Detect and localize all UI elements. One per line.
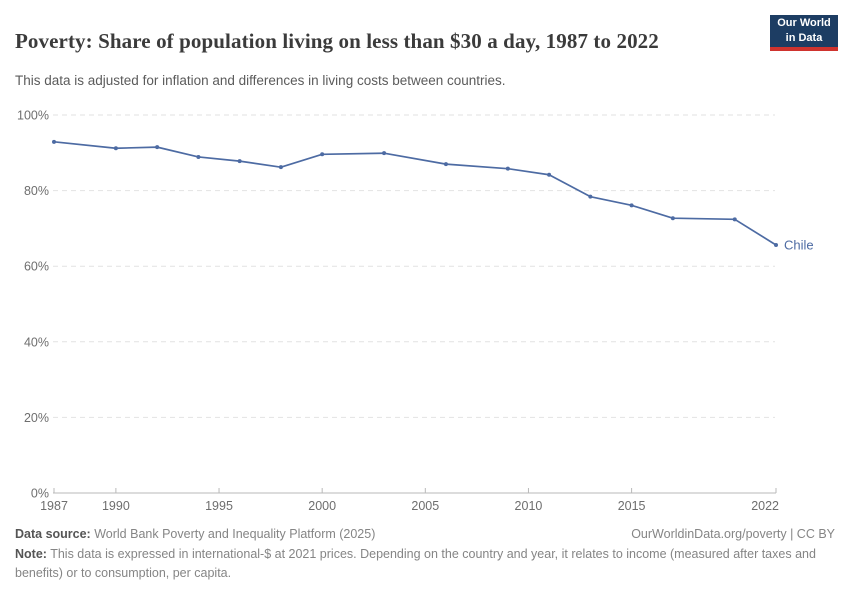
y-tick-label: 20% — [24, 411, 49, 425]
y-tick-label: 80% — [24, 184, 49, 198]
footnote: Note: This data is expressed in internat… — [15, 545, 821, 583]
x-tick-label: 1990 — [102, 499, 130, 513]
owid-logo[interactable]: Our World in Data — [770, 15, 838, 51]
y-tick-label: 60% — [24, 260, 49, 274]
chart-subtitle: This data is adjusted for inflation and … — [15, 73, 506, 88]
y-tick-label: 40% — [24, 335, 49, 349]
x-tick-label: 2010 — [515, 499, 543, 513]
x-tick-label: 2022 — [751, 499, 779, 513]
owid-logo-line1: Our World — [777, 17, 831, 30]
owid-logo-line2: in Data — [785, 32, 823, 44]
data-point-marker[interactable] — [547, 172, 552, 177]
page-title: Poverty: Share of population living on l… — [15, 29, 659, 54]
series-line[interactable] — [53, 140, 777, 246]
data-point-marker[interactable] — [237, 159, 242, 164]
data-point-marker[interactable] — [443, 162, 448, 167]
data-point-marker[interactable] — [320, 152, 325, 157]
owid-url-link[interactable]: OurWorldinData.org/poverty | CC BY — [631, 527, 835, 541]
data-point-marker[interactable] — [196, 154, 201, 159]
line-chart: 0% 20% 40% 60% 80% 100% 1987 1990 1995 2000 2005 20… — [17, 109, 814, 514]
data-point-marker[interactable] — [113, 146, 118, 151]
data-point-marker[interactable] — [629, 203, 634, 208]
data-point-marker[interactable] — [588, 194, 593, 199]
data-point-marker[interactable] — [732, 217, 737, 222]
x-tick-label: 1995 — [205, 499, 233, 513]
x-tick-label: 2000 — [308, 499, 336, 513]
data-source-label: Data source: — [15, 527, 91, 541]
data-point-marker[interactable] — [505, 166, 510, 171]
chart-area: 0% 20% 40% 60% 80% 100% 1987 1990 1995 2000 2005 20… — [0, 100, 850, 525]
data-point-marker[interactable] — [52, 139, 56, 144]
data-point-marker[interactable] — [774, 243, 778, 248]
data-point-marker[interactable] — [155, 145, 160, 150]
y-tick-label: 0% — [31, 487, 49, 501]
chart-footer: Data source: World Bank Poverty and Ineq… — [15, 527, 835, 583]
x-tick-label: 2005 — [411, 499, 439, 513]
data-point-marker[interactable] — [278, 165, 283, 170]
series-entity-label[interactable]: Chile — [784, 238, 814, 253]
x-tick-label: 1987 — [40, 499, 68, 513]
x-tick-label: 2015 — [618, 499, 646, 513]
y-tick-label: 100% — [17, 109, 49, 123]
data-point-marker[interactable] — [382, 151, 387, 156]
footnote-text: This data is expressed in international-… — [15, 547, 816, 580]
footnote-label: Note: — [15, 547, 47, 561]
data-source-text: World Bank Poverty and Inequality Platfo… — [94, 527, 376, 541]
data-source: Data source: World Bank Poverty and Ineq… — [15, 527, 375, 541]
data-point-marker[interactable] — [670, 216, 675, 221]
